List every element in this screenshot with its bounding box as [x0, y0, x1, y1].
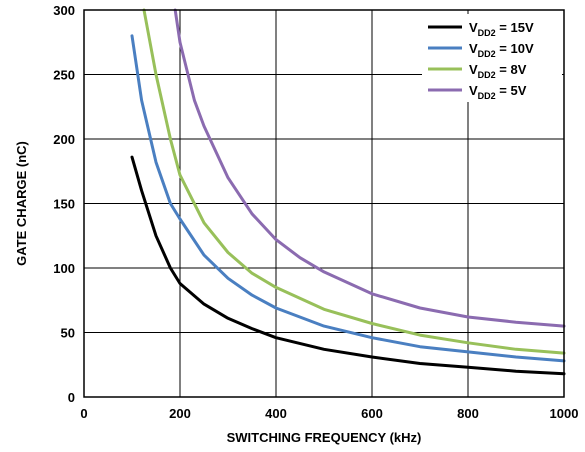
- y-tick-label: 0: [68, 390, 75, 405]
- series-line-8v: [142, 8, 566, 355]
- legend-entry: VDD2 = 5V: [469, 83, 527, 101]
- legend-entry: VDD2 = 10V: [469, 41, 534, 59]
- x-tick-label: 800: [457, 406, 479, 421]
- legend: VDD2 = 15V VDD2 = 10V VDD2 = 8V VDD2 = 5V: [422, 14, 562, 102]
- y-tick-label: 50: [61, 326, 75, 341]
- x-tick-label: 0: [80, 406, 87, 421]
- y-tick-label: 300: [53, 3, 75, 18]
- series-line-10v: [130, 34, 566, 363]
- series-line-5v: [173, 8, 566, 328]
- x-axis-title: SWITCHING FREQUENCY (kHz): [227, 430, 422, 445]
- legend-entry: VDD2 = 8V: [469, 62, 527, 80]
- legend-entry: VDD2 = 15V: [469, 20, 534, 38]
- legend-box: [422, 14, 562, 102]
- series-lines: [130, 8, 566, 376]
- y-tick-label: 200: [53, 132, 75, 147]
- x-tick-label: 200: [169, 406, 191, 421]
- y-tick-label: 100: [53, 261, 75, 276]
- y-axis-title: GATE CHARGE (nC): [14, 141, 29, 266]
- series-line-15v: [130, 155, 566, 376]
- x-tick-label: 400: [265, 406, 287, 421]
- x-tick-label: 600: [361, 406, 383, 421]
- y-tick-label: 150: [53, 197, 75, 212]
- y-tick-label: 250: [53, 68, 75, 83]
- plot-frame: [83, 9, 565, 398]
- x-tick-label: 1000: [550, 406, 579, 421]
- x-axis-ticks: 0 200 400 600 800 1000: [80, 406, 578, 421]
- y-axis-ticks: 0 50 100 150 200 250 300: [53, 3, 75, 405]
